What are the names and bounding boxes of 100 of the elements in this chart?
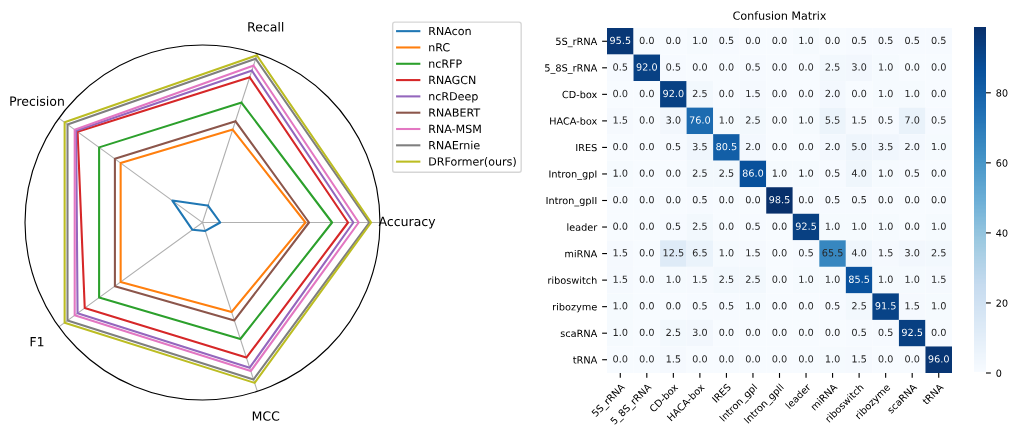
data-label: 0.0	[639, 195, 654, 204]
data-label: 1.0	[878, 169, 893, 177]
data-label: 85.5	[848, 275, 870, 283]
data-label: 1.0	[905, 89, 920, 98]
data-label: 76.0	[689, 116, 711, 124]
color-bar-label: 80	[996, 89, 1008, 97]
data-label: 2.5	[692, 89, 707, 98]
data-label: 1.5	[852, 116, 866, 124]
data-label: 0.0	[798, 142, 814, 151]
data-label: 1.0	[878, 89, 893, 98]
data-label: 2.0	[905, 142, 920, 151]
data-label: 1.5	[746, 89, 760, 98]
data-label: 0.5	[825, 195, 840, 204]
data-label: 0.0	[772, 355, 787, 363]
data-label: 0.5	[666, 222, 681, 230]
data-label: 1.0	[719, 116, 734, 124]
data-label: 2.5	[745, 116, 760, 124]
data-label: 0.0	[905, 63, 920, 71]
data-label: 0.5	[719, 302, 734, 310]
data-label: 12.5	[663, 249, 684, 257]
data-label: 1.0	[613, 302, 628, 310]
data-label: 0.0	[639, 169, 654, 177]
data-label: 0.0	[905, 195, 920, 204]
y-tick-label: leader	[567, 223, 598, 231]
data-label: 0.5	[745, 222, 760, 230]
data-label: 0.0	[719, 195, 734, 204]
data-label: 0.0	[719, 355, 734, 363]
y-tick-label: ribozyme	[553, 302, 597, 313]
data-label: 1.0	[799, 169, 814, 177]
data-label: 1.5	[905, 302, 920, 310]
data-label: 0.0	[798, 63, 814, 71]
data-label: 0.0	[798, 355, 814, 363]
data-label: 0.0	[798, 328, 814, 337]
data-label: 1.0	[878, 63, 893, 71]
data-label: 0.0	[639, 355, 654, 363]
data-label: 5.5	[825, 116, 840, 124]
data-label: 0.0	[692, 355, 707, 363]
data-label: 0.0	[639, 89, 654, 98]
y-tick-label: Intron_gpII	[546, 196, 597, 207]
data-label: 0.0	[719, 89, 734, 98]
data-label: 0.0	[639, 116, 654, 124]
data-label: 0.5	[878, 328, 893, 337]
data-label: 1.5	[613, 275, 628, 283]
data-label: 1.5	[693, 275, 707, 283]
data-label: 0.0	[692, 63, 707, 71]
data-label: 1.5	[613, 249, 628, 257]
data-label: 0.0	[825, 36, 840, 45]
data-label: 1.0	[878, 275, 893, 283]
data-label: 0.0	[931, 89, 946, 98]
data-label: 7.0	[905, 116, 920, 124]
data-label: 3.5	[878, 142, 893, 151]
data-label: 0.0	[613, 89, 628, 98]
data-label: 1.0	[746, 302, 761, 310]
data-label: 0.5	[745, 63, 760, 71]
data-label: 92.5	[795, 222, 817, 230]
legend-label: ncRDeep	[429, 92, 478, 103]
data-label: 96.0	[928, 355, 949, 363]
data-label: 1.0	[932, 222, 946, 230]
data-label: 0.0	[772, 63, 787, 71]
spoke-label: Precision	[10, 96, 64, 106]
data-label: 2.0	[825, 89, 840, 98]
data-label: 3.0	[666, 116, 681, 124]
data-label: 92.0	[636, 63, 657, 71]
y-tick-label: 5S_rRNA	[556, 37, 598, 48]
color-bar-label: 40	[996, 229, 1008, 237]
data-label: 1.0	[932, 302, 946, 310]
y-tick-label: IRES	[576, 143, 597, 152]
data-label: 0.0	[719, 63, 734, 71]
data-label: 0.0	[905, 355, 920, 363]
data-label: 0.5	[825, 302, 840, 310]
data-label: 4.0	[851, 249, 867, 257]
data-label: 0.0	[772, 89, 787, 98]
data-label: 1.0	[613, 328, 628, 337]
data-label: 92.5	[901, 328, 923, 337]
data-label: 0.0	[852, 89, 867, 98]
legend-label: RNABERT	[429, 108, 481, 117]
legend-label: RNAcon	[429, 26, 471, 36]
data-label: 1.5	[852, 355, 866, 363]
data-label: 0.0	[772, 142, 787, 151]
data-label: 0.0	[931, 63, 946, 71]
data-label: 1.0	[772, 169, 787, 177]
data-label: 0.0	[772, 222, 787, 230]
data-label: 2.5	[692, 222, 707, 230]
y-tick-label: CD-box	[562, 90, 597, 99]
data-label: 2.5	[745, 275, 760, 283]
data-label: 98.5	[769, 195, 790, 204]
data-label: 0.0	[666, 302, 681, 310]
data-label: 0.0	[878, 355, 893, 363]
data-label: 3.0	[692, 328, 707, 337]
data-label: 1.5	[666, 355, 681, 363]
data-label: 1.5	[878, 249, 893, 257]
legend-label: RNAGCN	[429, 75, 476, 85]
data-label: 0.5	[878, 116, 893, 124]
data-label: 0.5	[666, 63, 681, 71]
data-label: 80.5	[716, 142, 737, 151]
data-label: 2.5	[852, 302, 866, 310]
y-tick-label: 5_8S_rRNA	[545, 64, 598, 74]
data-label: 3.5	[692, 142, 707, 151]
data-label: 0.5	[931, 116, 946, 124]
data-label: 1.0	[693, 36, 707, 45]
